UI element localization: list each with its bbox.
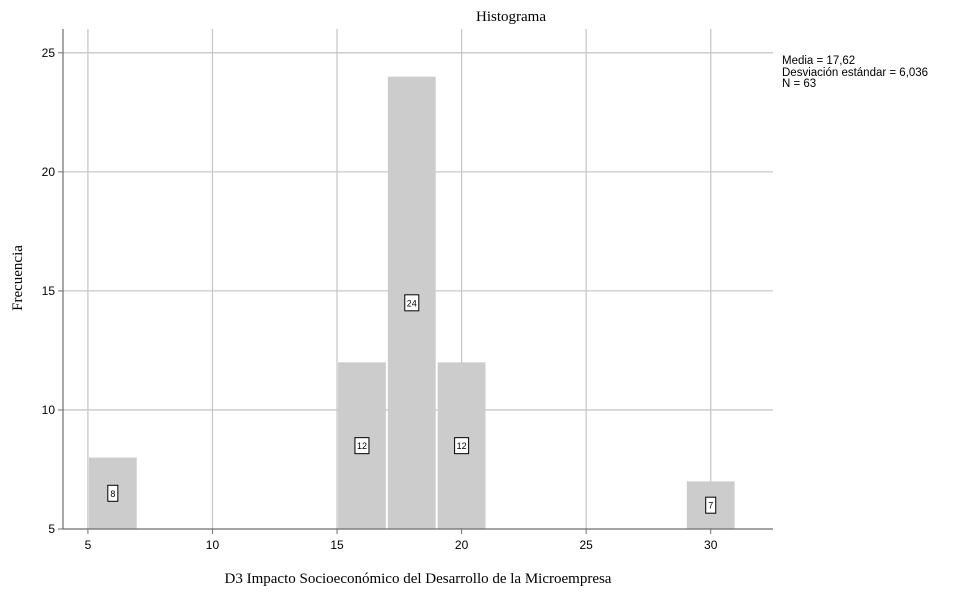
- y-tick-label: 25: [42, 46, 56, 60]
- x-tick-label: 30: [704, 538, 718, 552]
- bar-count-label: 7: [708, 501, 713, 511]
- bar-count-box: [107, 484, 119, 502]
- bar-count-label: 8: [110, 489, 115, 499]
- x-tick-label: 10: [206, 538, 220, 552]
- x-tick-label: 20: [455, 538, 469, 552]
- bars: 8 12 24 12 7: [88, 76, 735, 529]
- x-tick-label: 5: [85, 538, 92, 552]
- stats-box: Media = 17,62 Desviación estándar = 6,03…: [782, 55, 929, 91]
- bar-count-box: [705, 496, 717, 514]
- bar-count-box: [354, 437, 370, 455]
- bar-count-box: [404, 294, 420, 312]
- bar-count-label: 12: [357, 441, 367, 451]
- x-tick-label: 15: [330, 538, 344, 552]
- y-tick-label: 5: [48, 522, 55, 536]
- bar-count-label: 24: [407, 298, 417, 308]
- bar-count-box: [454, 437, 470, 455]
- x-axis-label: D3 Impacto Socioeconómico del Desarrollo…: [225, 571, 612, 587]
- stats-std: Desviación estándar = 6,036: [782, 66, 929, 79]
- y-tick-label: 15: [42, 284, 56, 298]
- stats-mean: Media = 17,62: [782, 55, 856, 67]
- y-tick-label: 20: [42, 165, 56, 179]
- x-tick-label: 25: [579, 538, 593, 552]
- y-tick-label: 10: [42, 403, 56, 417]
- axes: [58, 29, 773, 534]
- bar-count-label: 12: [457, 441, 467, 451]
- tick-labels: 5 10 15 20 25 30 5 10 15 20 25: [42, 46, 718, 552]
- y-axis-label: Frecuencia: [10, 245, 26, 311]
- stats-n: N = 63: [782, 78, 817, 90]
- chart-title: Histograma: [476, 9, 546, 25]
